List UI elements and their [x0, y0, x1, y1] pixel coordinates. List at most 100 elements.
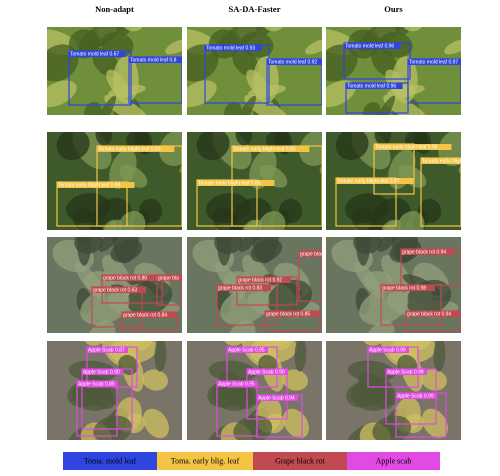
box-label: grape black rot 0.85	[266, 312, 310, 318]
box-label: Tomato mold leaf 0.96	[345, 44, 394, 50]
box-label: grape blac	[300, 252, 324, 258]
box-label: Tomato early blight leaf	[422, 159, 474, 165]
image-panel: Tomato early blight leaf 0.83 Tomato earl…	[47, 132, 182, 230]
box-label: Apple Scab 0.94	[258, 396, 295, 402]
leaf	[418, 198, 442, 224]
column-header: Ours	[384, 4, 403, 14]
leaf	[230, 95, 257, 115]
box-label-bg	[265, 311, 319, 317]
box-label-bg	[396, 393, 437, 399]
leaf	[118, 354, 139, 376]
legend-swatch	[347, 452, 440, 470]
box-label-bg	[408, 59, 461, 65]
leaf	[225, 320, 256, 333]
leaf	[392, 56, 418, 104]
box-label-bg	[217, 285, 271, 291]
image-panel: grape black rot 0.94 grape black rot 0.98…	[326, 237, 461, 333]
image-panel: grape black rot 0.80 grape black rot 0.63…	[47, 237, 182, 333]
leaf	[242, 255, 273, 294]
image-panel: Tomato mold leaf 0.96 Tomato mold leaf 0.…	[326, 27, 461, 115]
box-label-bg	[344, 43, 401, 49]
leaf	[299, 132, 322, 167]
leaf	[74, 237, 103, 254]
leaf	[397, 211, 425, 230]
box-label: Tomato mold leaf 0.67	[70, 52, 119, 58]
box-label: Tomato early blight leaf 0.84	[58, 183, 121, 189]
box-label-bg	[381, 285, 435, 291]
image-panel: grape black rot 0.92 grape black rot 0.83…	[187, 237, 324, 333]
box-label: Tomato mold leaf 0.97	[409, 60, 458, 66]
box-label-bg	[102, 275, 156, 281]
leaf	[359, 287, 409, 325]
image-panel: Tomato mold leaf 0.93 Tomato mold leaf 0.…	[187, 27, 322, 115]
leaf	[374, 132, 392, 146]
box-label-bg	[122, 312, 176, 318]
box-label: grape bla	[158, 276, 179, 282]
leaf	[56, 132, 90, 161]
box-label-bg	[197, 180, 275, 186]
leaf	[326, 44, 358, 82]
leaf	[444, 39, 461, 55]
leaf	[347, 360, 396, 382]
leaf	[84, 101, 102, 115]
box-label: grape black rot 0.92	[238, 278, 282, 284]
box-label-bg	[69, 51, 126, 57]
box-label-bg	[217, 381, 258, 387]
leaf	[143, 408, 169, 439]
leaf	[187, 80, 217, 108]
box-label: Tomato mold leaf 0.96	[347, 84, 396, 90]
leaf	[381, 255, 412, 294]
leaf	[220, 287, 270, 325]
leaf	[208, 360, 257, 382]
box-label-bg	[232, 146, 310, 152]
leaf	[364, 320, 395, 333]
leaf	[98, 237, 120, 252]
legend-label: Grape black rot	[275, 456, 326, 465]
leaf	[353, 237, 382, 254]
column-header: Non-adapt	[95, 4, 134, 14]
box-label: Apple Scab 0.87	[88, 348, 125, 354]
box-label-bg	[406, 311, 460, 317]
leaf	[85, 320, 116, 333]
box-label: Apple Scab 0.95	[218, 382, 255, 388]
leaf	[208, 29, 240, 59]
leaf	[159, 132, 182, 167]
leaf	[187, 44, 219, 82]
image-panel: Tomato mold leaf 0.67 Tomato mold leaf 0.…	[47, 27, 182, 115]
image-panel: Tomato early blight leaf 0.80 Tomato earl…	[187, 132, 322, 230]
box-label-bg	[129, 57, 182, 63]
legend-label: Toma. early blig. leaf	[171, 456, 240, 465]
box-label: Apple Scab 0.90	[83, 370, 120, 376]
leaf	[231, 219, 262, 230]
box-label-bg	[336, 178, 414, 184]
image-panel: Apple Scab 0.87 Apple Scab 0.90 Apple Scab…	[47, 341, 182, 440]
box-label: Tomato mold leaf 0.93	[206, 46, 255, 52]
leaf	[370, 219, 401, 230]
box-label: grape black rot 0.94	[407, 312, 451, 318]
box-label: grape black rot 0.84	[123, 313, 167, 319]
box-label-bg	[386, 369, 427, 375]
leaf	[253, 56, 279, 104]
box-label: grape black rot 0.63	[93, 288, 137, 294]
leaf	[346, 381, 380, 408]
leaf	[165, 39, 182, 55]
legend-swatch	[157, 452, 253, 470]
leaf	[433, 341, 446, 372]
leaf	[344, 193, 390, 224]
leaf	[113, 56, 139, 104]
leaf	[224, 101, 242, 115]
leaf	[294, 341, 307, 372]
legend-swatch	[63, 452, 157, 470]
box-label-bg	[57, 182, 135, 188]
box-label-bg	[257, 395, 298, 401]
leaf	[235, 132, 253, 146]
leaf	[282, 369, 308, 391]
box-label: Tomato mold leaf 0.92	[268, 60, 317, 66]
box-label: Apple Scab 0.95	[228, 348, 265, 354]
leaf	[279, 198, 303, 224]
leaf	[377, 237, 399, 252]
box-label: Tomato early blight leaf 0.83	[198, 181, 261, 187]
leaf	[154, 341, 167, 372]
box-label-bg	[237, 277, 291, 283]
